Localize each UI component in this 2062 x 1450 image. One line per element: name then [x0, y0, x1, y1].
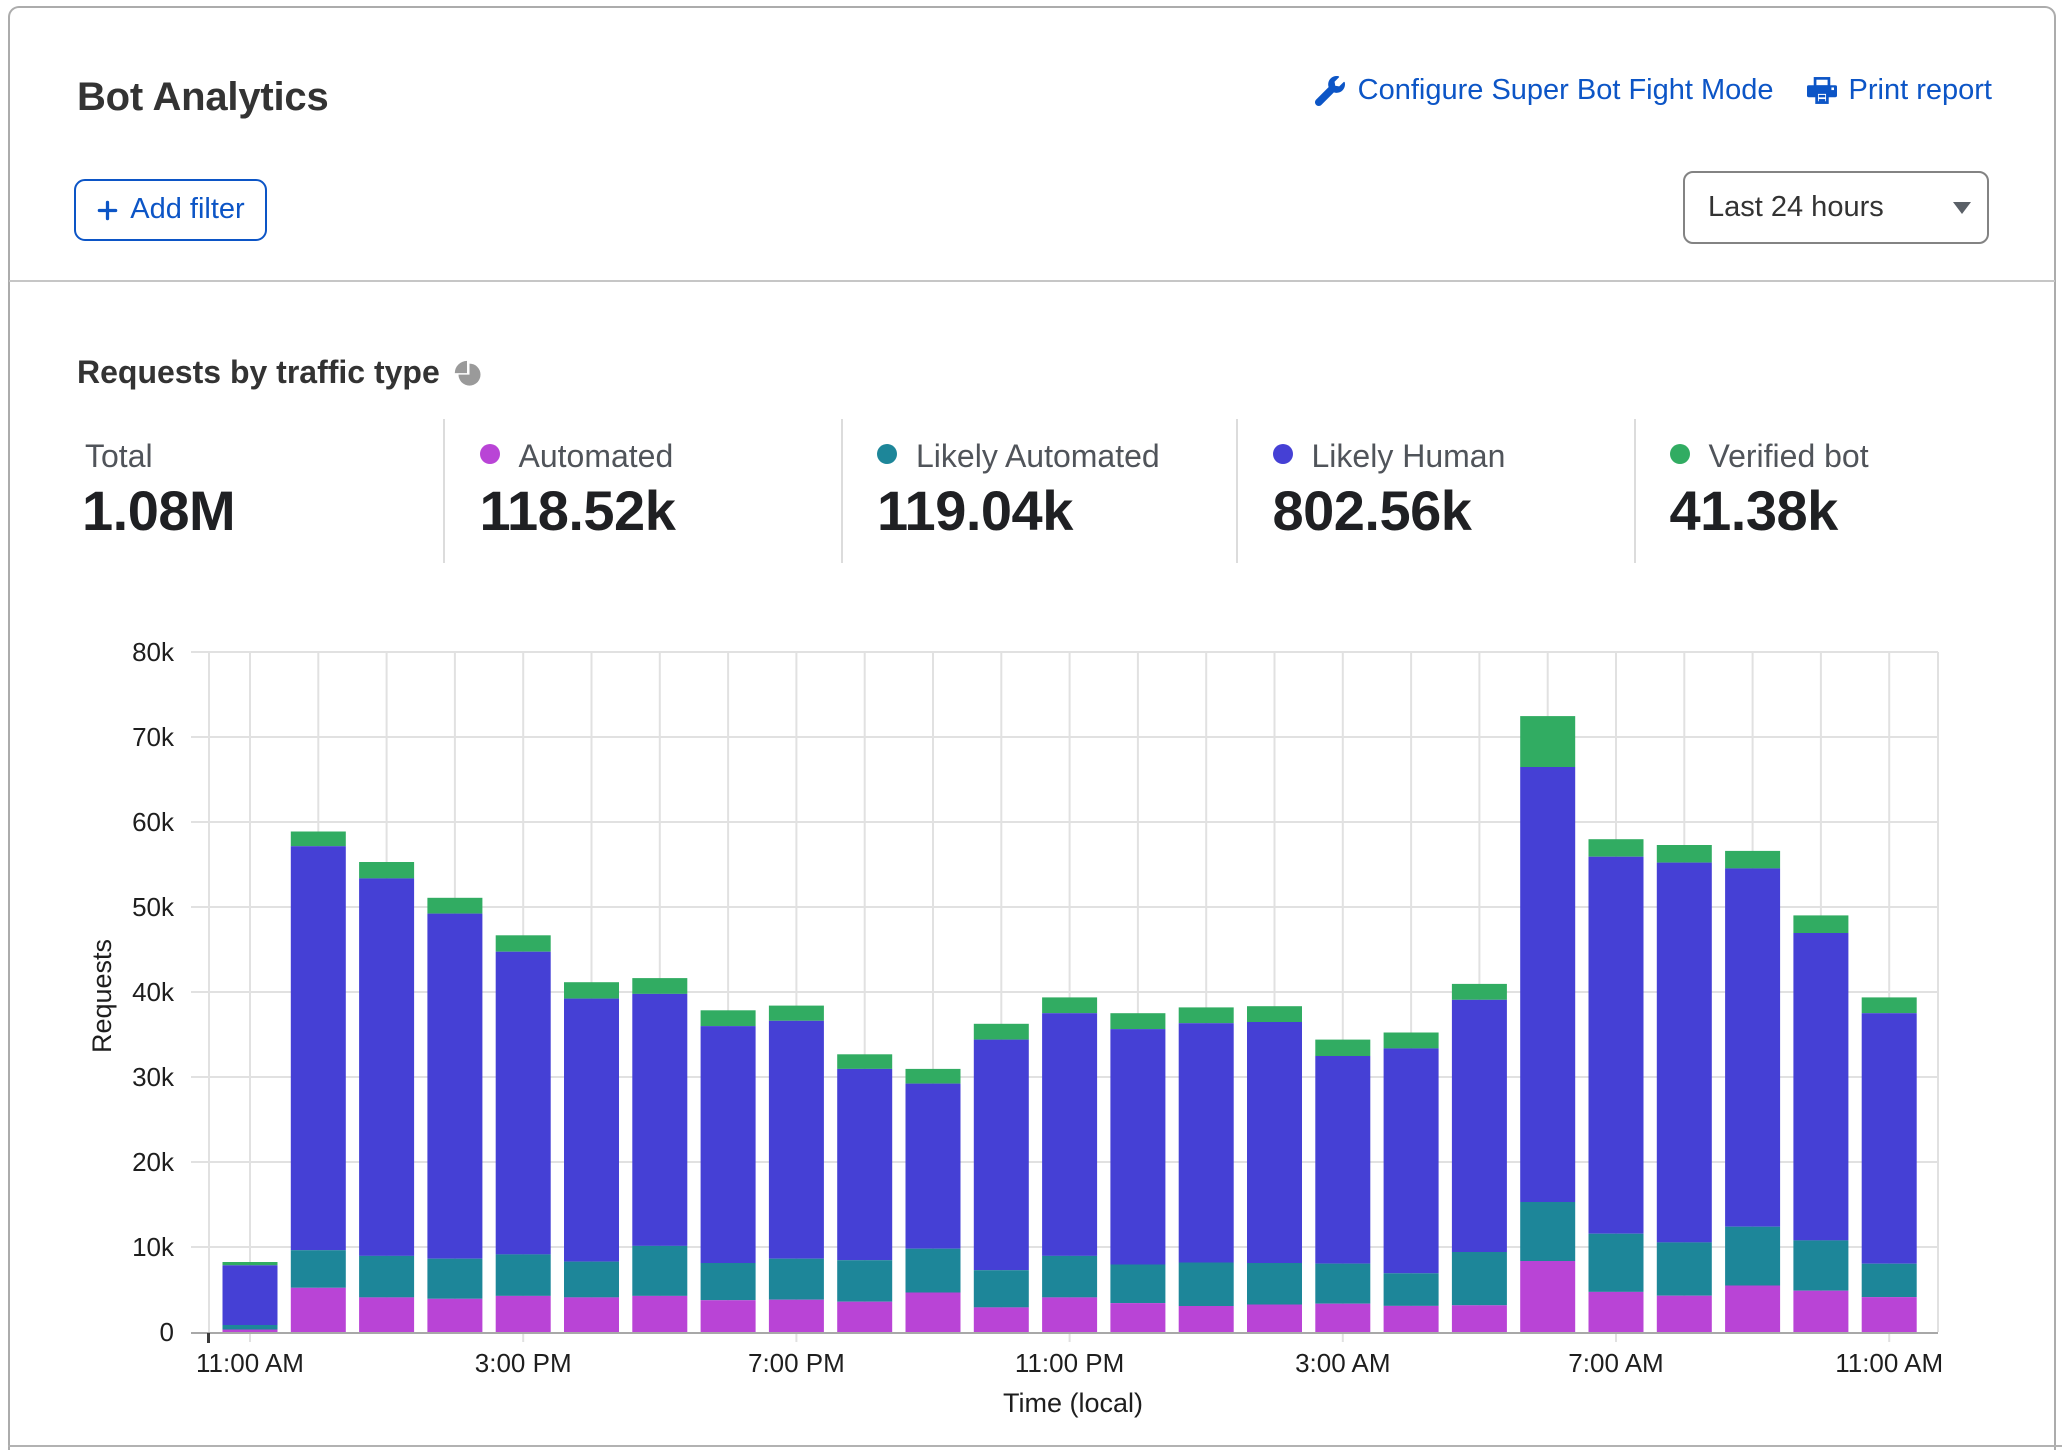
svg-text:30k: 30k — [132, 1062, 175, 1092]
svg-text:11:00 AM: 11:00 AM — [1835, 1348, 1943, 1378]
svg-text:80k: 80k — [132, 637, 175, 667]
svg-text:50k: 50k — [132, 892, 175, 922]
svg-text:7:00 AM: 7:00 AM — [1568, 1348, 1663, 1378]
svg-text:60k: 60k — [132, 807, 175, 837]
svg-text:Time (local): Time (local) — [1003, 1388, 1143, 1418]
svg-text:Requests: Requests — [87, 939, 117, 1053]
svg-text:7:00 PM: 7:00 PM — [748, 1348, 845, 1378]
svg-text:20k: 20k — [132, 1147, 175, 1177]
svg-text:70k: 70k — [132, 722, 175, 752]
svg-text:11:00 AM: 11:00 AM — [196, 1348, 304, 1378]
svg-text:3:00 AM: 3:00 AM — [1295, 1348, 1390, 1378]
svg-text:40k: 40k — [132, 977, 175, 1007]
svg-text:10k: 10k — [132, 1232, 175, 1262]
svg-text:11:00 PM: 11:00 PM — [1015, 1348, 1124, 1378]
svg-text:0: 0 — [160, 1317, 174, 1347]
svg-text:3:00 PM: 3:00 PM — [475, 1348, 572, 1378]
